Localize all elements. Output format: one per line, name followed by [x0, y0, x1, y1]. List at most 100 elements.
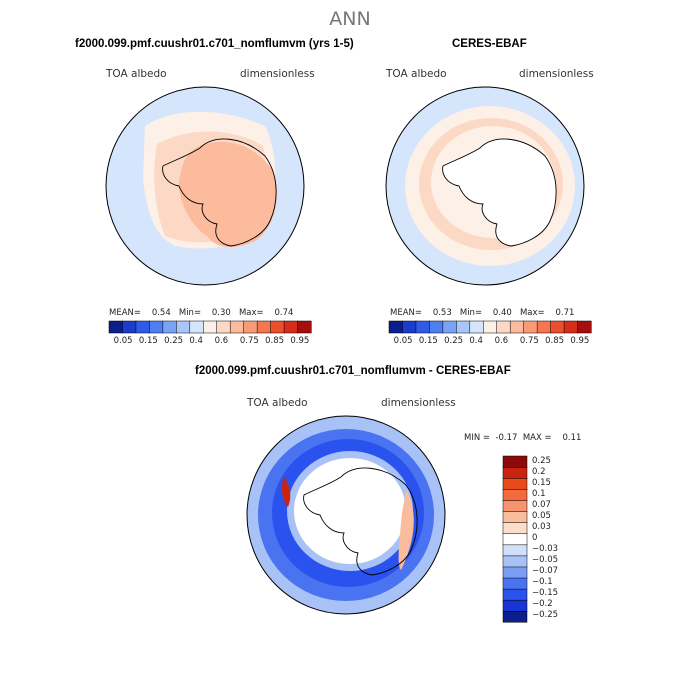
panel-3-colorbar-tick-label: −0.1: [532, 577, 553, 588]
panel-2-colorbar-tick-label: 0.95: [570, 336, 590, 346]
panel-1-max-label: Max=: [238, 308, 264, 318]
panel-1-antarctica-outline: [162, 138, 277, 247]
panel-3-title: f2000.099.pmf.cuushr01.c701_nomflumvm - …: [195, 365, 511, 377]
panel-1-colorbar-swatch: [203, 320, 218, 334]
panel-2-colorbar-tick-label: 0.15: [418, 336, 438, 346]
panel-3-colorbar-tick-label: 0.05: [532, 510, 551, 521]
panel-3-units-label: dimensionless: [381, 397, 456, 409]
panel-3-colorbar-tick-label: 0.2: [532, 466, 546, 477]
panel-2-title: CERES-EBAF: [452, 38, 527, 50]
panel-2-polar-map: [385, 86, 585, 286]
panel-3-colorbar-swatch: [502, 544, 528, 557]
panel-2-stats: MEAN= 0.53 Min= 0.40 Max= 0.71: [390, 308, 574, 318]
panel-2-colorbar-swatch: [483, 320, 498, 334]
panel-3-colorbar-tick-label: 0.1: [532, 488, 546, 499]
panel-2-colorbar-swatch: [469, 320, 484, 334]
panel-2-colorbar-tick-label: 0.85: [545, 336, 565, 346]
panel-1-max-value: 0.74: [274, 308, 294, 318]
panel-3-min-value: -0.17: [495, 433, 518, 443]
panel-3-colorbar-swatch: [502, 577, 528, 590]
panel-1-mean-value: 0.54: [151, 308, 171, 318]
panel-3-antarctica-outline: [303, 467, 418, 576]
panel-3-max-label: MAX =: [522, 433, 552, 443]
panel-2-colorbar-tick-label: 0.6: [494, 336, 509, 346]
panel-3-colorbar-swatch: [502, 477, 528, 490]
panel-2-colorbar-swatch: [429, 320, 444, 334]
panel-1-colorbar-tick-label: 0.75: [239, 336, 259, 346]
panel-2-colorbar-tick-label: 0.25: [444, 336, 464, 346]
panel-1-antarctic-high-albedo: [179, 141, 277, 248]
panel-2-colorbar-swatch: [550, 320, 565, 334]
panel-2-mean-label: MEAN=: [390, 308, 422, 318]
panel-3-stats: MIN = -0.17 MAX = 0.11: [464, 433, 581, 443]
panel-2-colorbar-swatch: [442, 320, 457, 334]
panel-1-colorbar-swatch: [297, 320, 312, 334]
panel-2-max-label: Max=: [519, 308, 545, 318]
panel-3-colorbar-tick-label: 0.15: [532, 477, 551, 488]
panel-2-min-label: Min=: [459, 308, 483, 318]
panel-1-title: f2000.099.pmf.cuushr01.c701_nomflumvm (y…: [75, 38, 354, 50]
panel-3-near-zero-core: [294, 458, 406, 564]
panel-3-variable-label: TOA albedo: [247, 397, 308, 409]
panel-2-colorbar-swatch: [496, 320, 511, 334]
panel-1-colorbar-swatch: [108, 320, 124, 334]
panel-1-colorbar-swatch: [256, 320, 272, 334]
panel-1-units-label: dimensionless: [240, 68, 315, 80]
panel-1-colorbar-swatch: [122, 320, 137, 334]
panel-2-colorbar-swatch: [577, 320, 592, 334]
panel-2-colorbar-tick-label: 0.4: [469, 336, 483, 346]
panel-1-colorbar-tick-label: 0.15: [138, 336, 158, 346]
panel-1-colorbar-swatch: [270, 320, 285, 334]
panel-1-min-label: Min=: [178, 308, 202, 318]
panel-3-colorbar-tick-label: 0.03: [532, 521, 551, 532]
panel-1-colorbar-tick-label: 0.25: [164, 336, 184, 346]
panel-3-colorbar-tick-label: −0.2: [532, 599, 553, 610]
panel-3-colorbar-swatch: [502, 555, 528, 568]
panel-1-colorbar-tick-label: 0.6: [214, 336, 229, 346]
panel-1-colorbar-swatch: [216, 320, 231, 334]
panel-2-colorbar-swatch: [509, 320, 525, 334]
panel-1-colorbar-tick-label: 0.95: [290, 336, 310, 346]
panel-1-stats: MEAN= 0.54 Min= 0.30 Max= 0.74: [109, 308, 293, 318]
panel-2-colorbar-swatch: [402, 320, 417, 334]
panel-2-colorbar-swatch: [523, 320, 538, 334]
panel-3-colorbar-swatch: [502, 488, 528, 501]
panel-1-colorbar-tick-label: 0.4: [189, 336, 203, 346]
panel-2-colorbar-tick-label: 0.75: [519, 336, 539, 346]
panel-3-colorbar-swatch: [502, 566, 528, 579]
panel-1-colorbar-swatch: [176, 320, 191, 334]
panel-3-polar-map: [246, 415, 446, 615]
panel-2-map-border: [385, 86, 585, 286]
panel-2-antarctica-outline: [442, 138, 557, 247]
panel-3-colorbar-tick-label: 0.07: [532, 499, 551, 510]
panel-1-colorbar-swatch: [189, 320, 204, 334]
panel-2-colorbar: [388, 320, 592, 334]
panel-1-colorbar-swatch: [162, 320, 177, 334]
panel-1-polar-map: [105, 86, 305, 286]
panel-2-colorbar-swatch: [563, 320, 579, 334]
panel-3-colorbar: [502, 455, 528, 623]
panel-1-variable-label: TOA albedo: [106, 68, 167, 80]
panel-3-colorbar-swatch: [502, 511, 528, 523]
panel-3-colorbar-swatch: [502, 500, 528, 512]
panel-3-colorbar-swatch: [502, 599, 528, 612]
panel-3-colorbar-tick-label: −0.03: [532, 544, 559, 555]
panel-1-colorbar-swatch: [243, 320, 258, 334]
panel-2-max-value: 0.71: [555, 308, 575, 318]
panel-2-colorbar-swatch: [388, 320, 404, 334]
panel-3-positive-patch-peninsula: [281, 477, 291, 507]
panel-3-colorbar-ticks: 0.25 0.2 0.15 0.1 0.07 0.05 0.03 0 −0.03 −0.05 −0.…: [532, 456, 582, 622]
panel-1-map-border: [105, 86, 305, 286]
panel-1-colorbar-tick-label: 0.05: [113, 336, 133, 346]
panel-3-colorbar-swatch: [502, 455, 528, 468]
panel-1-colorbar-swatch: [229, 320, 245, 334]
panel-2-units-label: dimensionless: [519, 68, 594, 80]
panel-3-colorbar-tick-label: −0.15: [532, 588, 559, 599]
panel-3-colorbar-tick-label: −0.05: [532, 555, 559, 566]
panel-3-positive-patch-east: [398, 490, 414, 570]
panel-3-colorbar-tick-label: −0.25: [532, 610, 559, 621]
panel-2-colorbar-swatch: [456, 320, 471, 334]
panel-2-variable-label: TOA albedo: [386, 68, 447, 80]
panel-1-min-value: 0.30: [211, 308, 231, 318]
panel-1-colorbar-tick-label: 0.85: [265, 336, 285, 346]
